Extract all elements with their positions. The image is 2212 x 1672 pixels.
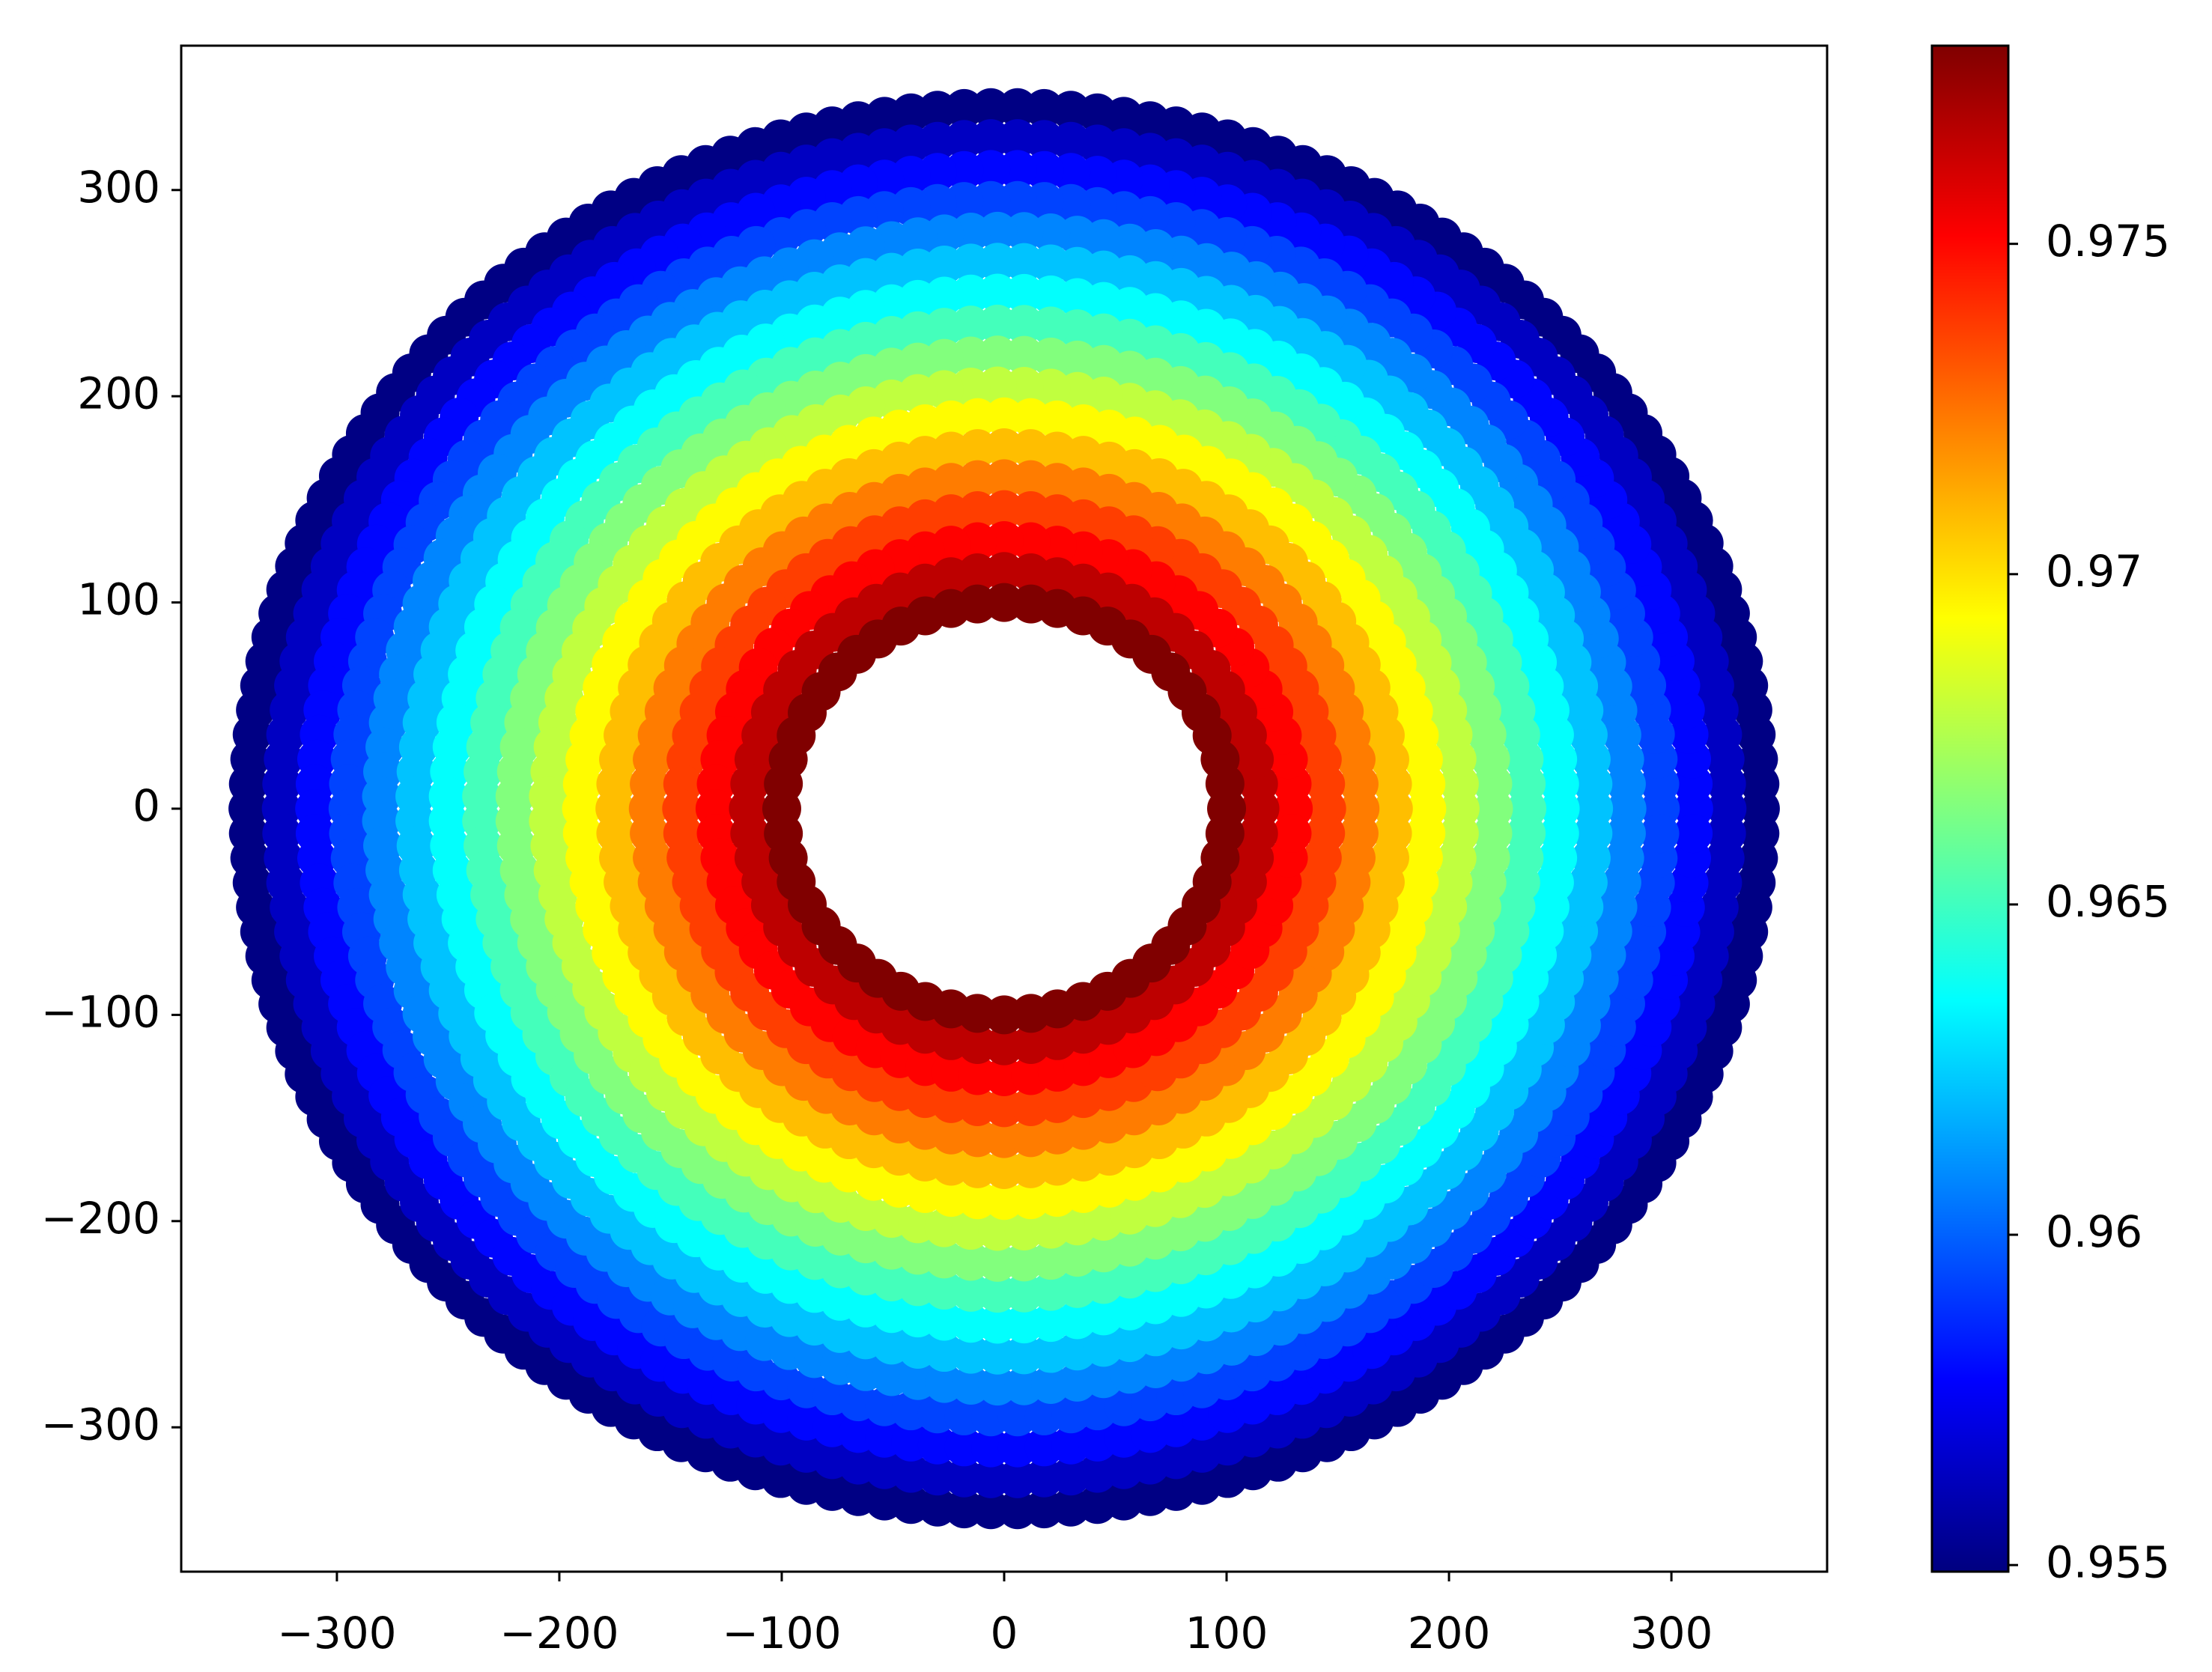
scatter-point: [1306, 813, 1346, 853]
x-tick-label: −200: [499, 1608, 619, 1659]
x-tick-label: −100: [722, 1608, 841, 1659]
colorbar-tick-label: 0.97: [2046, 546, 2142, 597]
scatter-points: [228, 88, 1780, 1530]
scatter-point: [1239, 814, 1278, 854]
y-tick-label: −200: [41, 1193, 160, 1244]
y-tick-label: 200: [77, 368, 160, 419]
scatter-point: [1507, 814, 1546, 854]
scatter-point: [997, 119, 1037, 159]
scatter-point: [1205, 814, 1245, 854]
colorbar-tick-label: 0.965: [2046, 876, 2170, 927]
scatter-point: [997, 88, 1037, 127]
scatter-point: [997, 180, 1037, 220]
scatter-point: [997, 150, 1037, 189]
y-tick-label: −300: [41, 1399, 160, 1450]
colorbar-tick-label: 0.975: [2046, 216, 2170, 267]
scatter-point: [971, 1459, 1011, 1498]
scatter-point: [1740, 814, 1780, 854]
scatter-point: [1339, 813, 1379, 853]
scatter-point: [971, 1397, 1011, 1437]
scatter-point: [971, 1428, 1011, 1468]
colorbar-tick-label: 0.955: [2046, 1536, 2170, 1587]
x-tick-label: 300: [1630, 1608, 1713, 1659]
colorbar: [1930, 44, 2010, 1573]
y-tick-label: 0: [133, 780, 160, 831]
x-tick-label: 200: [1408, 1608, 1491, 1659]
scatter-point: [1540, 814, 1579, 854]
scatter-point: [971, 1490, 1011, 1530]
scatter-point: [1640, 814, 1680, 854]
y-tick-label: −100: [41, 987, 160, 1038]
scatter-point: [1707, 814, 1746, 854]
x-tick-label: 100: [1185, 1608, 1268, 1659]
scatter-point: [1406, 813, 1446, 853]
scatter-point: [1272, 814, 1312, 854]
scatter-point: [1439, 814, 1479, 854]
y-tick-label: 300: [77, 162, 160, 213]
x-tick-label: −300: [277, 1608, 396, 1659]
colorbar-tick-label: 0.96: [2046, 1206, 2142, 1257]
scatter-point: [1606, 813, 1646, 853]
scatter-point: [1373, 813, 1412, 853]
y-tick-label: 100: [77, 574, 160, 625]
scatter-point: [1573, 813, 1613, 853]
x-tick-label: 0: [991, 1608, 1018, 1659]
scatter-point: [1674, 814, 1713, 854]
scatter-point: [1473, 814, 1513, 854]
